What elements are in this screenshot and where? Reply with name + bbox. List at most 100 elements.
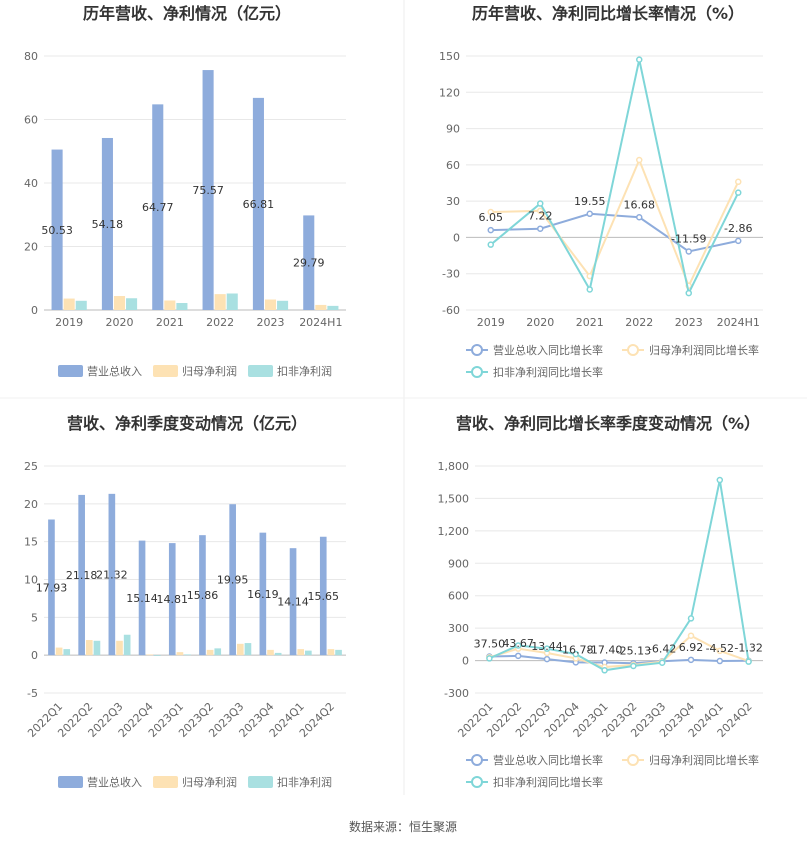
data-label: 50.53 (41, 224, 73, 237)
data-label: -25.13 (616, 644, 651, 657)
legend-label: 营业总收入同比增长率 (493, 753, 603, 767)
data-label: 75.57 (192, 184, 224, 197)
y-tick-label: 30 (446, 195, 460, 208)
y-tick-label: 40 (24, 177, 38, 190)
data-label: 21.18 (66, 569, 98, 582)
data-label: 64.77 (142, 201, 174, 214)
legend-label: 扣非净利润 (277, 775, 332, 789)
bar (277, 300, 289, 310)
bar (327, 649, 335, 656)
data-label: -16.78 (558, 643, 593, 656)
x-tick-label: 2021 (156, 316, 184, 329)
bar (252, 97, 264, 310)
bar (264, 299, 277, 310)
x-tick-label: 2021 (576, 316, 604, 329)
legend-label: 营业总收入 (87, 364, 142, 378)
series-point (601, 667, 608, 674)
bar (176, 303, 188, 310)
bar (319, 536, 327, 656)
bar (214, 294, 226, 310)
data-label: -17.40 (587, 643, 622, 656)
bar (138, 540, 146, 656)
data-label: -11.59 (671, 232, 706, 245)
bar (93, 640, 101, 656)
legend-marker (471, 754, 483, 766)
chart-annual-growth: 历年营收、净利同比增长率情况（%） -60 -30 0 30 60 90 120 150 2019… (439, 4, 763, 379)
series-point (687, 615, 695, 622)
bar (146, 654, 154, 656)
y-tick-label: 60 (446, 159, 460, 172)
series-point (537, 207, 544, 215)
y-tick-label: 900 (448, 557, 469, 570)
data-label: 15.86 (187, 589, 219, 602)
bar (101, 137, 113, 310)
x-tick-label: 2022 (206, 316, 234, 329)
bar (154, 655, 161, 656)
series-point (537, 200, 544, 207)
bar (229, 504, 236, 656)
y-tick-label: 0 (462, 655, 469, 668)
legend-marker (627, 754, 639, 766)
legend-label: 归母净利润同比增长率 (649, 343, 759, 357)
bar (297, 649, 305, 656)
data-label: -6.42 (648, 642, 676, 655)
series-point (514, 642, 522, 649)
data-label: 16.19 (247, 588, 279, 601)
series-point (487, 241, 494, 248)
data-label: 43.67 (502, 637, 534, 650)
bar (75, 300, 87, 310)
x-tick-label: 2024H1 (717, 316, 760, 329)
series-point (636, 56, 643, 63)
legend-label: 归母净利润同比增长率 (649, 753, 759, 767)
bar (116, 640, 123, 656)
series-point (716, 647, 724, 655)
series-line (489, 634, 749, 669)
series-point (487, 226, 494, 234)
series-point (716, 476, 724, 484)
bar (305, 650, 312, 656)
series-point (487, 208, 494, 216)
data-label: 37.50 (474, 638, 506, 651)
bar (184, 654, 191, 656)
x-tick-label: 2019 (55, 316, 83, 329)
y-tick-label: 90 (446, 123, 460, 136)
y-tick-label: 120 (439, 86, 460, 99)
data-label: 15.65 (308, 590, 340, 603)
legend-swatch (248, 365, 273, 377)
y-tick-label: 20 (24, 498, 38, 511)
chart-title: 营收、净利同比增长率季度变动情况（%） (456, 414, 760, 433)
bar (315, 304, 327, 310)
legend-swatch (248, 776, 273, 788)
series-point (735, 189, 742, 196)
series-point (543, 655, 551, 663)
y-tick-label: 25 (24, 460, 38, 473)
series-point (486, 655, 493, 662)
data-label: 29.79 (293, 257, 325, 270)
data-label: 15.14 (126, 592, 158, 605)
series-point (687, 656, 695, 664)
bar (63, 649, 71, 656)
bar (126, 298, 138, 310)
legend-label: 扣非净利润 (277, 364, 332, 378)
bar (259, 532, 267, 656)
series-point (685, 248, 692, 255)
legend-label: 扣非净利润同比增长率 (493, 365, 603, 379)
x-tick-label: 2023 (257, 316, 285, 329)
y-tick-label: -300 (444, 687, 469, 700)
y-tick-label: -30 (442, 268, 460, 281)
bar (274, 652, 282, 656)
y-tick-label: 300 (448, 622, 469, 635)
legend-label: 营业总收入 (87, 775, 142, 789)
y-tick-label: -60 (442, 304, 460, 317)
legend-swatch (153, 365, 178, 377)
bar (48, 519, 55, 656)
y-tick-label: 1,800 (438, 460, 470, 473)
bar (108, 493, 116, 656)
series-point (586, 286, 593, 293)
y-tick-label: 1,200 (438, 525, 470, 538)
series-line (489, 654, 749, 665)
bar (327, 305, 339, 310)
chart-quarterly-revenue-profit: 营收、净利季度变动情况（亿元）-505101520252022Q12022Q22… (24, 414, 346, 789)
bar (335, 649, 342, 656)
data-label: 13.44 (531, 640, 563, 653)
